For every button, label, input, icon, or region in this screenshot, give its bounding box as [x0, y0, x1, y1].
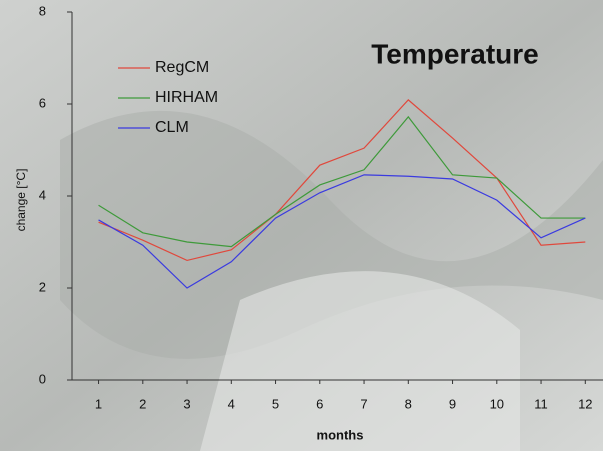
- legend-label: RegCM: [155, 59, 209, 76]
- background-texture: [200, 271, 520, 451]
- y-tick-label: 4: [39, 187, 46, 202]
- legend-label: CLM: [155, 119, 189, 136]
- x-axis-label: months: [317, 427, 364, 442]
- chart-title: Temperature: [371, 38, 539, 69]
- x-tick-label: 8: [405, 396, 412, 411]
- y-axis-label: change [°C]: [14, 169, 28, 232]
- x-tick-label: 9: [449, 396, 456, 411]
- x-tick-label: 11: [534, 396, 548, 411]
- x-tick-label: 3: [183, 396, 190, 411]
- x-tick-label: 10: [490, 396, 504, 411]
- y-tick-label: 0: [39, 371, 46, 386]
- legend-label: HIRHAM: [155, 89, 218, 106]
- x-tick-label: 5: [272, 396, 279, 411]
- x-tick-label: 7: [360, 396, 367, 411]
- x-tick-label: 2: [139, 396, 146, 411]
- x-tick-label: 12: [578, 396, 592, 411]
- y-tick-label: 8: [39, 3, 46, 18]
- x-tick-label: 1: [95, 396, 102, 411]
- y-tick-label: 6: [39, 95, 46, 110]
- y-tick-label: 2: [39, 279, 46, 294]
- chart: Temperature months change [°C] 024681234…: [0, 0, 603, 451]
- x-tick-label: 6: [316, 396, 323, 411]
- x-tick-label: 4: [228, 396, 235, 411]
